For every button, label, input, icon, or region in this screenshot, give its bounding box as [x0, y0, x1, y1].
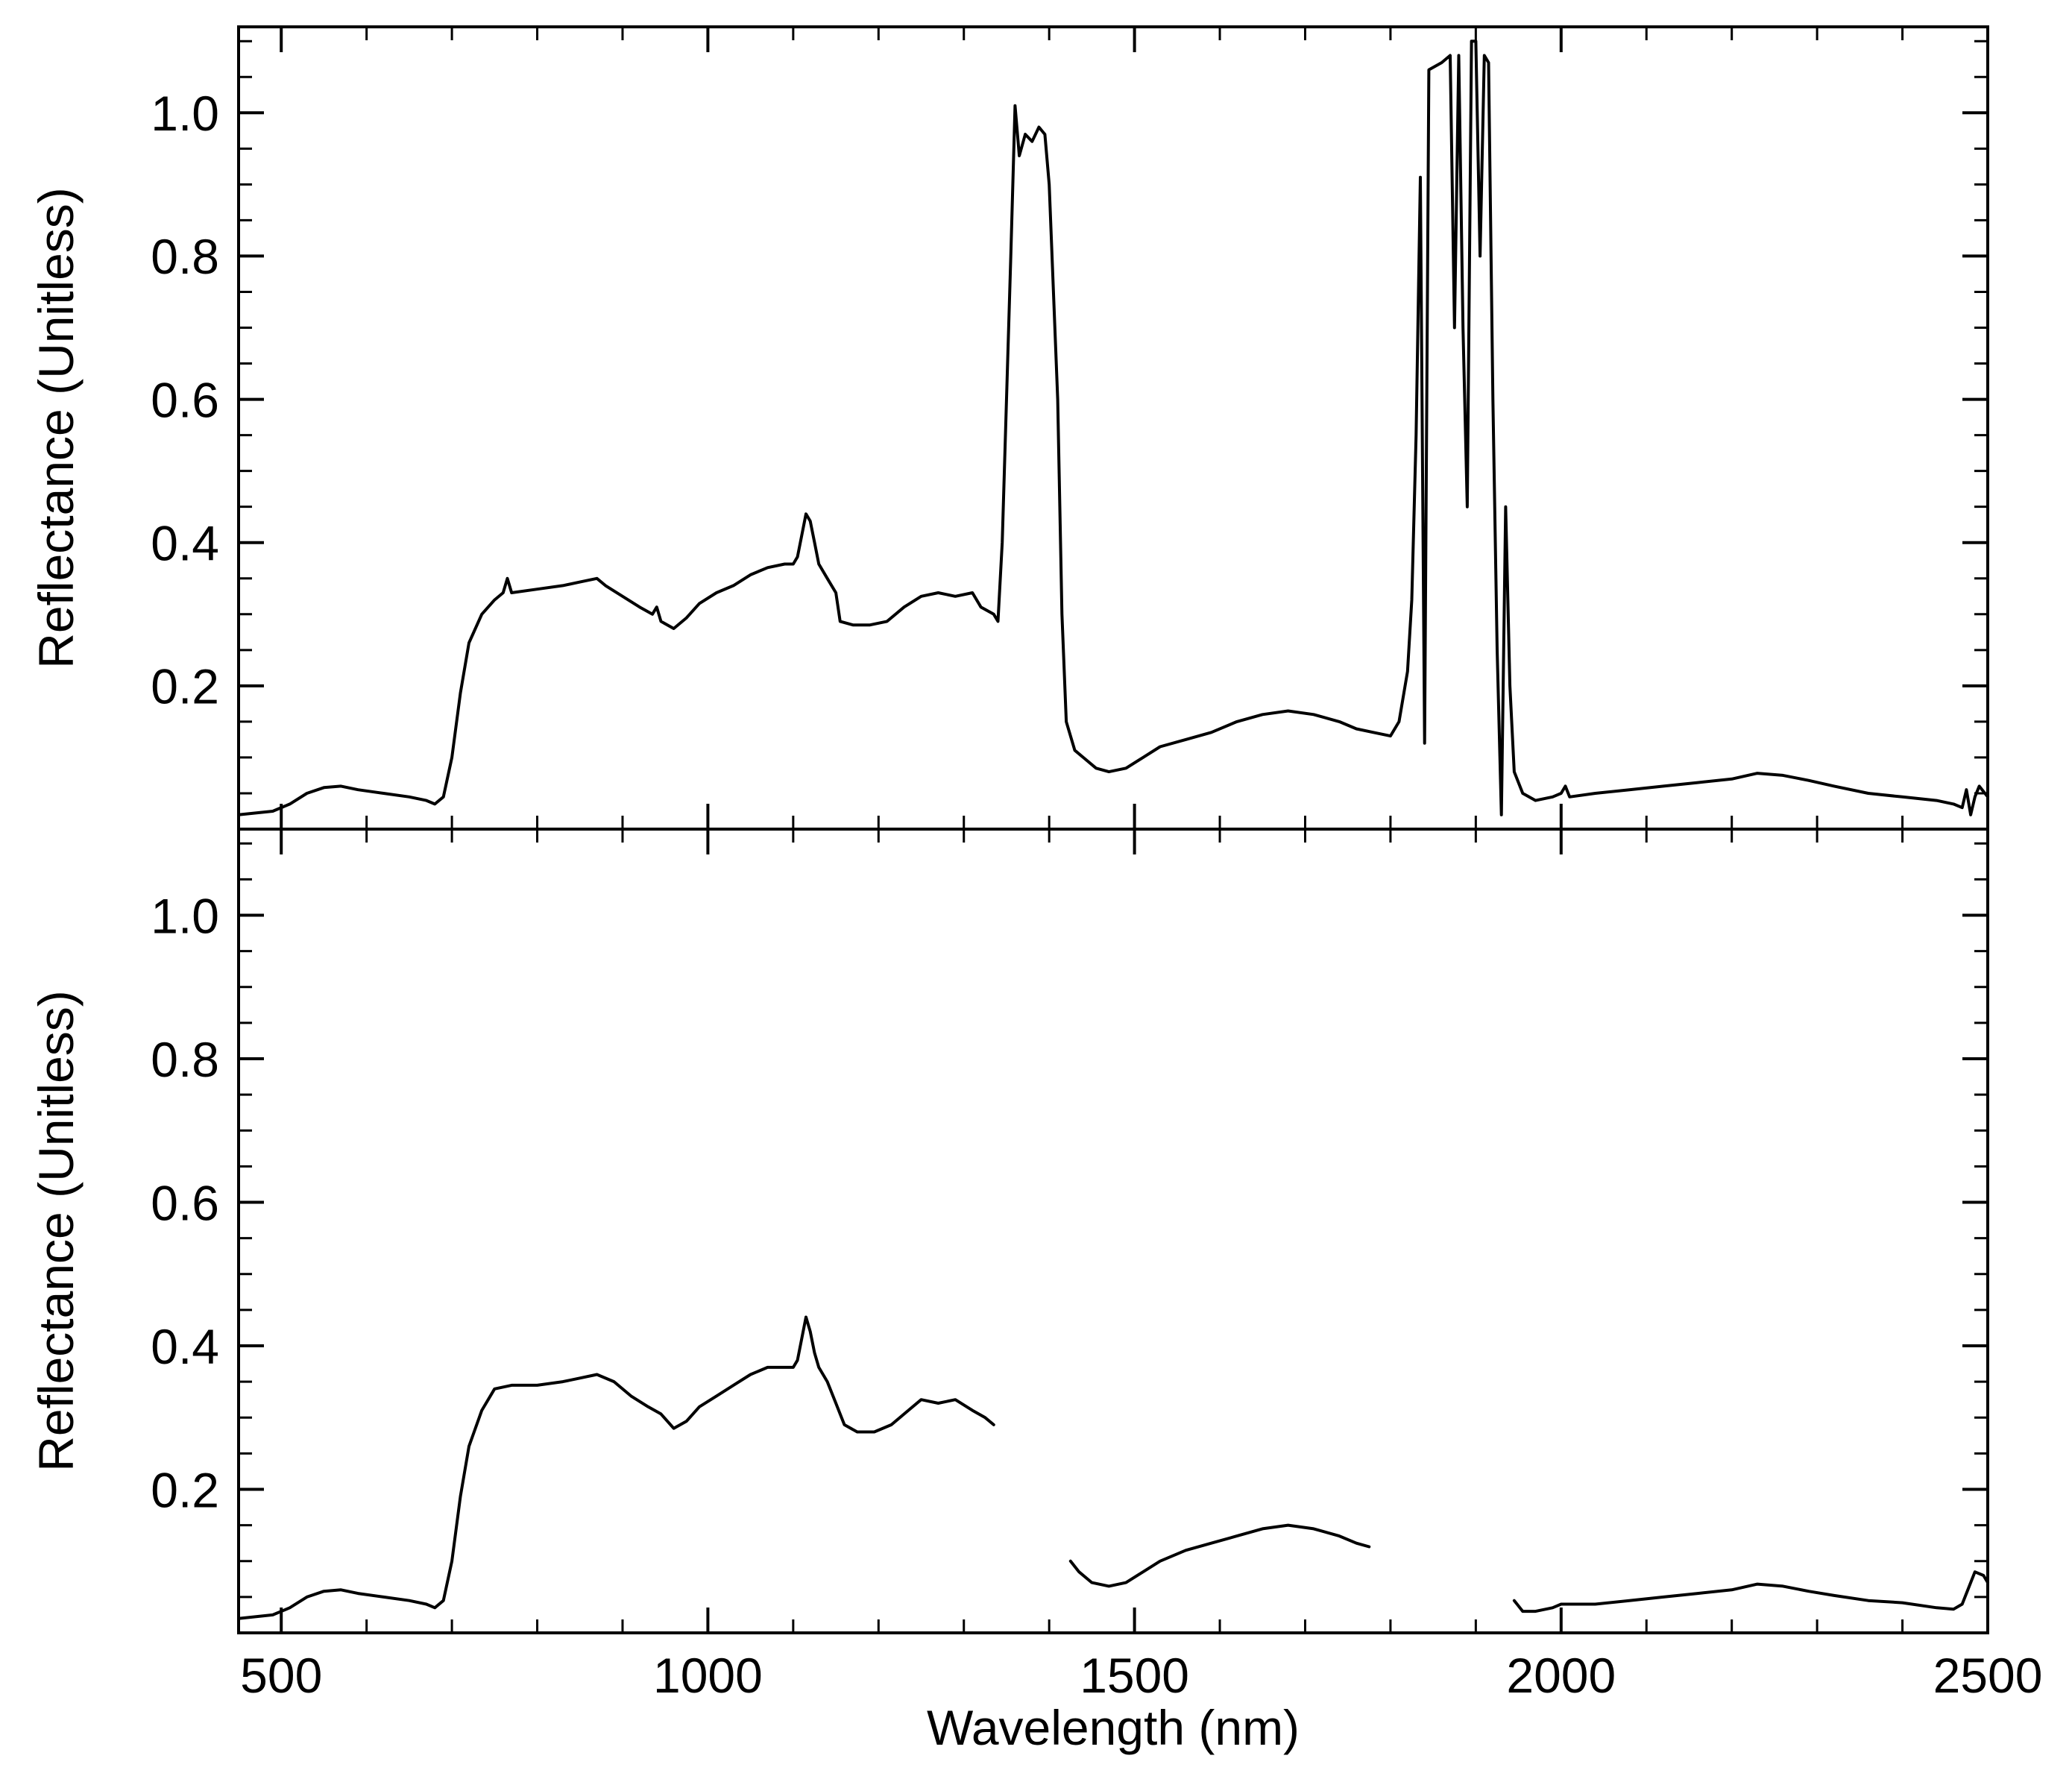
x-tick-label: 500: [240, 1648, 322, 1703]
spectrum-line: [1068, 1523, 1371, 1588]
plot-frame: [237, 25, 1989, 831]
top-panel: 0.2 0.4 0.6 0.8 1.0 Reflectance (Unitless): [28, 25, 1989, 831]
y-tick-label: 0.2: [151, 659, 219, 714]
spectrum-line: [1512, 1570, 1989, 1613]
x-tick-label: 2500: [1933, 1648, 2043, 1703]
y-tick-label: 0.4: [151, 515, 219, 570]
y-tick-label: 0.8: [151, 229, 219, 284]
y-tick-label: 1.0: [151, 888, 219, 943]
y-axis-label: Reflectance (Unitless): [28, 990, 84, 1472]
spectrum-line: [237, 1315, 995, 1620]
x-tick-label: 2000: [1506, 1648, 1616, 1703]
y-axis-label: Reflectance (Unitless): [28, 187, 84, 669]
y-tick-label: 0.6: [151, 1175, 219, 1230]
bottom-panel: 0.2 0.4 0.6 0.8 1.0 500 1000 1500 2000 2500 Reflec…: [28, 828, 2043, 1755]
x-tick-label: 1500: [1080, 1648, 1189, 1703]
y-tick-label: 0.4: [151, 1319, 219, 1374]
x-tick-label: 1000: [653, 1648, 763, 1703]
x-axis-label: Wavelength (nm): [927, 1700, 1300, 1755]
spectrum-line: [237, 40, 1989, 816]
y-tick-label: 0.8: [151, 1032, 219, 1087]
y-tick-label: 1.0: [151, 86, 219, 141]
plot-frame: [237, 828, 1989, 1634]
y-tick-label: 0.2: [151, 1462, 219, 1517]
y-tick-label: 0.6: [151, 372, 219, 427]
